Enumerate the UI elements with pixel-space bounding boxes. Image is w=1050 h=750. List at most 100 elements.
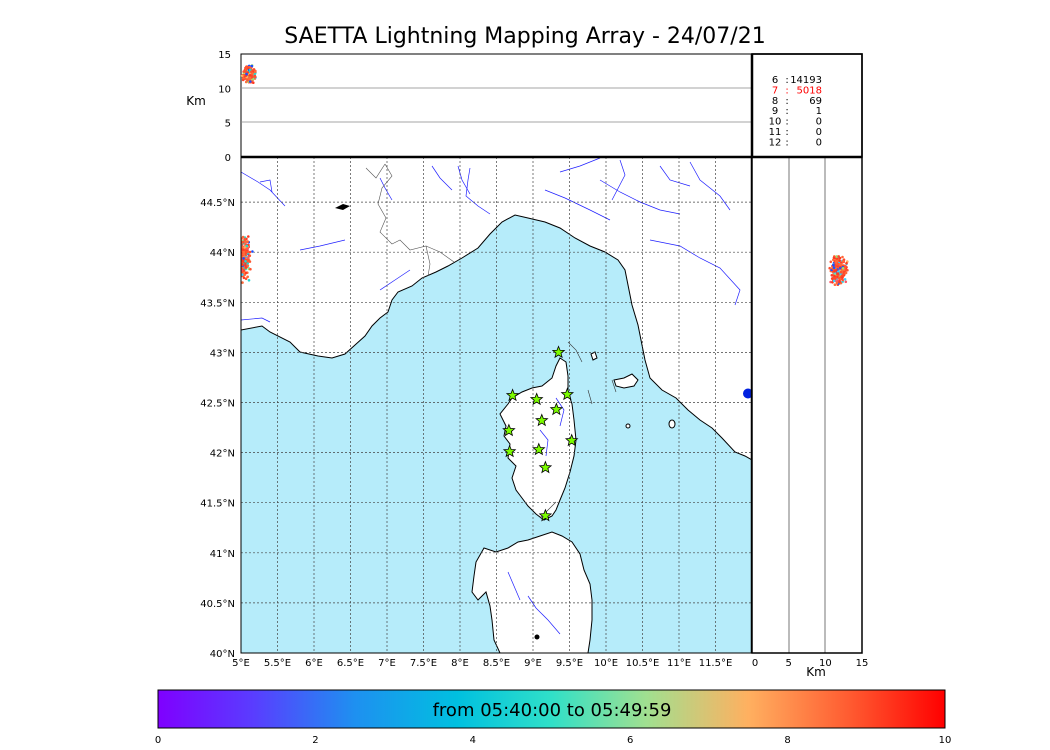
map-graticule [241,157,752,653]
lightning-source-point [841,255,844,259]
latitude-tick-label: 42.5°N [200,398,235,409]
side-x-ticks: 0 5 10 15 [752,658,869,669]
lightning-source-point [243,237,246,241]
lightning-source-point [248,68,252,72]
altitude-tick-label: 15 [218,50,231,61]
station-count-colon: : [785,127,788,138]
station-star-marker [560,387,575,401]
longitude-tick-label: 8°E [451,658,469,669]
lightning-source-point [244,271,248,275]
lightning-source-point [245,72,248,76]
latitude-tick-label: 41°N [210,549,235,560]
lightning-source-point [832,256,836,260]
latitude-tick-label: 41.5°N [200,499,235,510]
longitude-tick-label: 8.5°E [483,658,510,669]
latitude-tick-labels: 40°N 40.5°N 41°N 41.5°N 42°N 42.5°N 43°N 43.5°N… [200,198,235,660]
figure-title: SAETTA Lightning Mapping Array - 24/07/2… [284,24,766,49]
colorbar-tick-label: 2 [312,735,318,746]
side-tick-label: 15 [856,658,869,669]
lightning-source-point [828,266,831,270]
lightning-source-point [246,240,249,243]
lightning-source-point [844,271,848,275]
longitude-tick-label: 10.5°E [626,658,660,669]
lightning-source-point [253,75,257,79]
lightning-source-point [832,263,835,267]
lightning-source-point [249,267,252,271]
station-count-colon: : [785,96,788,107]
lightning-source-point [841,278,844,282]
latitude-tick-label: 44°N [210,248,235,259]
colorbar: 0 2 4 6 8 10 [155,689,952,746]
lightning-source-point [241,240,244,244]
station-count-value: 69 [809,96,822,107]
latitude-tick-label: 44.5°N [200,198,235,209]
side-tick-label: 0 [752,658,758,669]
corsica-island [499,357,577,521]
station-count-value: 1 [816,106,822,117]
lightning-source-point [832,279,836,283]
map-panel: 5°E 5.5°E 6°E 6.5°E 7°E 7.5°E 8°E 8.5°E 9°E 9.5°E… [200,54,754,669]
lightning-source-point [832,276,835,280]
lightning-source-point [246,264,250,268]
lightning-source-point [248,250,252,254]
lightning-source-point [833,270,836,273]
lightning-source-point [242,250,246,254]
altitude-lon-points [240,64,257,84]
station-count-value: 0 [816,127,822,138]
lightning-source-point [836,263,840,266]
lightning-source-point [841,276,844,279]
lightning-source-point [241,281,244,284]
lightning-source-point [246,250,249,254]
station-count-colon: : [785,137,788,148]
station-star-marker [549,402,564,416]
lightning-source-point [250,70,253,74]
giglio-island [668,419,676,429]
lightning-source-point [836,272,840,275]
station-count-colon: : [785,85,788,96]
latitude-tick-label: 43.5°N [200,298,235,309]
lightning-source-point [244,277,248,281]
lightning-source-point [837,255,840,258]
station-star-marker [532,442,546,456]
colorbar-ticks: 0 2 4 6 8 10 [155,735,952,746]
station-count-value: 0 [816,137,822,148]
station-count-value: 0 [816,117,822,128]
lightning-source-point [246,262,249,265]
colorbar-tick-label: 8 [784,735,790,746]
lightning-source-point [846,268,849,272]
station-count-label: 9 [772,106,778,117]
lightning-source-point [838,280,841,284]
station-count-colon: : [785,106,788,117]
lightning-source-point [242,257,245,260]
lightning-source-point [248,254,252,257]
altitude-tick-label: 5 [225,119,231,130]
station-star-marker [502,444,517,458]
longitude-tick-label: 11.5°E [699,658,733,669]
altitude-lon-panel: 15 10 5 0 Km [186,50,753,164]
lightning-source-point [244,260,247,263]
station-star-marker [551,345,566,359]
station-count-label: 12 [769,137,782,148]
altitude-tick-label: 10 [218,84,231,95]
station-count-value: 14193 [790,75,822,86]
lightning-source-point [246,275,249,279]
lightning-source-point [245,244,249,248]
lightning-source-point [832,258,835,262]
lightning-source-point [247,235,250,238]
lightning-source-point [252,81,255,84]
colorbar-tick-label: 0 [155,735,161,746]
lightning-source-point [241,235,245,239]
lma-stations [502,345,752,522]
station-count-label: 10 [769,117,782,128]
altitude-tick-label: 0 [225,153,231,164]
lightning-source-point [248,260,252,263]
lightning-source-point [832,266,836,270]
station-star-marker [538,460,553,474]
colorbar-time-range: from 05:40:00 to 05:49:59 [432,700,672,721]
station-star-marker [529,392,544,406]
latitude-tick-label: 42°N [210,449,235,460]
